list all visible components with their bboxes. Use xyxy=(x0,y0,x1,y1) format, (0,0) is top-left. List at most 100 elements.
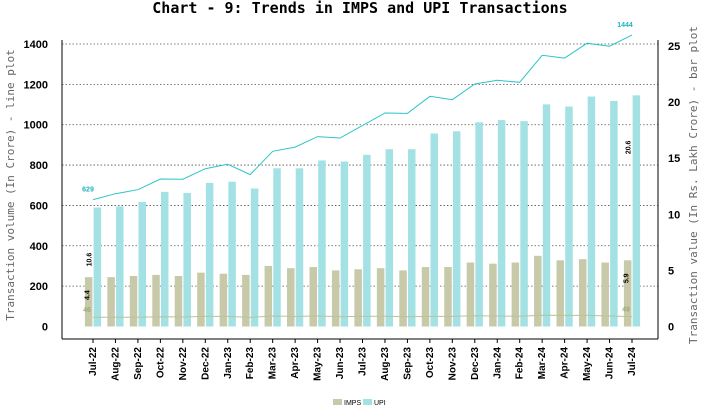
x-tick-label: Sep-22 xyxy=(133,347,144,380)
x-tick-label: Jul-22 xyxy=(88,347,99,376)
bar-upi xyxy=(183,192,191,327)
bar-imps xyxy=(376,268,385,327)
bar-upi xyxy=(408,149,416,327)
x-tick-label: Oct-23 xyxy=(425,347,436,379)
bar-upi xyxy=(430,133,438,327)
bar-upi xyxy=(497,120,506,327)
data-label: 46 xyxy=(83,307,91,314)
bar-imps xyxy=(601,262,609,327)
legend-label: UPI xyxy=(374,400,386,407)
y-tick-right: 20 xyxy=(668,97,680,109)
labels-layer: 629 1444 46 49 10.6 20.6 4.4 5.9 xyxy=(82,22,633,314)
bar-upi xyxy=(452,131,461,327)
bar-imps xyxy=(534,255,542,327)
bar-imps xyxy=(287,268,295,327)
y-tick-left: 0 xyxy=(42,322,48,334)
data-label: 10.6 xyxy=(86,253,93,267)
x-tick-label: Apr-23 xyxy=(290,347,301,379)
y-tick-left: 200 xyxy=(30,281,48,293)
bar-upi xyxy=(295,168,304,327)
bar-upi xyxy=(363,154,371,327)
bar-imps xyxy=(489,263,497,327)
x-tick-label: Sep-23 xyxy=(402,347,413,380)
x-tick-label: Apr-24 xyxy=(560,347,571,379)
axes-layer: 0 200 400 600 800 1000 1200 1400 0 5 10 15 20 25 Jul-2… xyxy=(24,39,681,381)
bar-imps xyxy=(242,274,250,327)
bar-imps xyxy=(174,276,183,327)
bar-upi xyxy=(250,188,259,327)
legend-swatch xyxy=(333,399,342,405)
bar-imps xyxy=(444,267,452,327)
legend: IMPS UPI xyxy=(333,399,386,407)
x-tick-label: Jan-24 xyxy=(492,347,503,379)
bar-imps xyxy=(129,276,138,327)
bar-imps xyxy=(466,262,475,327)
bar-upi xyxy=(542,104,551,327)
line-upi xyxy=(92,34,633,201)
y-axis-left-label: Transaction volume (In Crore) - line plo… xyxy=(4,49,17,321)
bar-upi xyxy=(610,100,618,327)
bar-upi xyxy=(587,96,596,327)
bar-upi xyxy=(205,182,214,327)
bar-upi xyxy=(632,95,641,327)
bar-imps xyxy=(152,274,160,327)
x-tick-label: Feb-24 xyxy=(515,347,526,380)
bar-upi xyxy=(520,121,528,327)
data-label: 1444 xyxy=(617,22,633,29)
x-tick-label: Aug-23 xyxy=(380,347,391,381)
bar-imps xyxy=(264,265,273,327)
bar-imps xyxy=(421,267,430,327)
bar-imps xyxy=(84,277,93,327)
y-tick-left: 600 xyxy=(30,200,48,212)
x-tick-label: Jun-23 xyxy=(335,347,346,380)
bar-imps xyxy=(556,260,565,327)
y-tick-left: 800 xyxy=(30,160,48,172)
x-tick-label: Jun-24 xyxy=(605,347,616,380)
bar-imps xyxy=(107,277,115,327)
x-tick-label: Jul-23 xyxy=(358,347,369,376)
bar-imps xyxy=(309,267,317,327)
bar-upi xyxy=(475,122,483,327)
y-tick-right: 15 xyxy=(668,153,680,165)
x-tick-label: Mar-24 xyxy=(537,347,548,380)
y-tick-right: 25 xyxy=(668,41,680,53)
bar-upi xyxy=(318,160,326,327)
x-tick-label: Mar-23 xyxy=(268,347,279,380)
y-tick-right: 5 xyxy=(668,265,674,277)
x-tick-label: May-24 xyxy=(582,347,593,381)
bar-upi xyxy=(565,106,573,327)
bar-imps xyxy=(623,260,632,327)
bar-imps xyxy=(578,259,587,327)
bar-upi xyxy=(116,206,124,327)
y-tick-left: 1200 xyxy=(24,79,48,91)
bar-upi xyxy=(228,181,236,327)
y-tick-left: 1000 xyxy=(24,120,48,132)
bar-upi xyxy=(160,191,169,327)
data-label: 5.9 xyxy=(624,273,631,283)
bar-upi xyxy=(385,149,394,327)
x-tick-label: Oct-22 xyxy=(155,347,166,379)
bar-imps xyxy=(354,269,362,327)
chart-title: Chart - 9: Trends in IMPS and UPI Transa… xyxy=(152,0,567,17)
x-tick-label: Nov-22 xyxy=(178,347,189,381)
x-tick-label: Dec-23 xyxy=(470,347,481,380)
data-label: 4.4 xyxy=(85,290,92,300)
bars-layer xyxy=(84,95,641,327)
x-tick-label: Nov-23 xyxy=(447,347,458,381)
y-tick-right: 10 xyxy=(668,209,680,221)
legend-swatch xyxy=(363,399,372,405)
y-tick-right: 0 xyxy=(668,322,674,334)
x-tick-label: Jul-24 xyxy=(627,347,638,376)
x-tick-label: Aug-22 xyxy=(110,347,121,381)
lines-layer xyxy=(92,34,633,318)
line-imps xyxy=(93,314,633,318)
data-label: 20.6 xyxy=(625,140,632,154)
x-tick-label: Dec-22 xyxy=(200,347,211,380)
bar-imps xyxy=(511,262,520,327)
x-tick-label: Feb-23 xyxy=(245,347,256,380)
bar-imps xyxy=(197,272,205,327)
bar-upi xyxy=(340,161,349,327)
data-label: 629 xyxy=(82,187,94,194)
